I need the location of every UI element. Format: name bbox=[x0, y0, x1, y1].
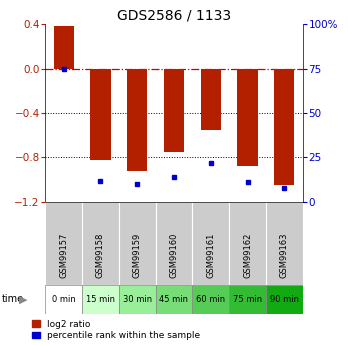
Legend: log2 ratio, percentile rank within the sample: log2 ratio, percentile rank within the s… bbox=[32, 320, 200, 341]
Bar bbox=[156, 202, 192, 285]
Bar bbox=[45, 285, 82, 314]
Bar bbox=[82, 285, 119, 314]
Bar bbox=[127, 69, 147, 171]
Text: 15 min: 15 min bbox=[86, 295, 115, 304]
Bar bbox=[119, 202, 156, 285]
Title: GDS2586 / 1133: GDS2586 / 1133 bbox=[117, 9, 231, 23]
Text: 0 min: 0 min bbox=[52, 295, 76, 304]
Bar bbox=[192, 202, 229, 285]
Bar bbox=[266, 285, 303, 314]
Text: ▶: ▶ bbox=[19, 294, 27, 304]
Bar bbox=[119, 285, 156, 314]
Text: GSM99162: GSM99162 bbox=[243, 233, 252, 278]
Bar bbox=[266, 202, 303, 285]
Bar bbox=[90, 69, 111, 160]
Bar bbox=[237, 69, 258, 166]
Text: GSM99160: GSM99160 bbox=[169, 233, 179, 278]
Bar bbox=[192, 285, 229, 314]
Bar bbox=[156, 285, 192, 314]
Text: 90 min: 90 min bbox=[270, 295, 299, 304]
Bar bbox=[201, 69, 221, 130]
Text: GSM99161: GSM99161 bbox=[206, 233, 215, 278]
Bar bbox=[82, 202, 119, 285]
Text: GSM99157: GSM99157 bbox=[59, 233, 68, 278]
Bar bbox=[229, 202, 266, 285]
Text: time: time bbox=[2, 294, 24, 304]
Text: GSM99158: GSM99158 bbox=[96, 233, 105, 278]
Bar bbox=[54, 26, 74, 69]
Text: 45 min: 45 min bbox=[159, 295, 189, 304]
Text: GSM99163: GSM99163 bbox=[280, 233, 289, 278]
Text: 30 min: 30 min bbox=[122, 295, 152, 304]
Bar bbox=[164, 69, 184, 152]
Bar bbox=[229, 285, 266, 314]
Text: 75 min: 75 min bbox=[233, 295, 262, 304]
Bar bbox=[274, 69, 294, 185]
Bar bbox=[45, 202, 82, 285]
Text: 60 min: 60 min bbox=[196, 295, 226, 304]
Text: GSM99159: GSM99159 bbox=[133, 233, 142, 278]
